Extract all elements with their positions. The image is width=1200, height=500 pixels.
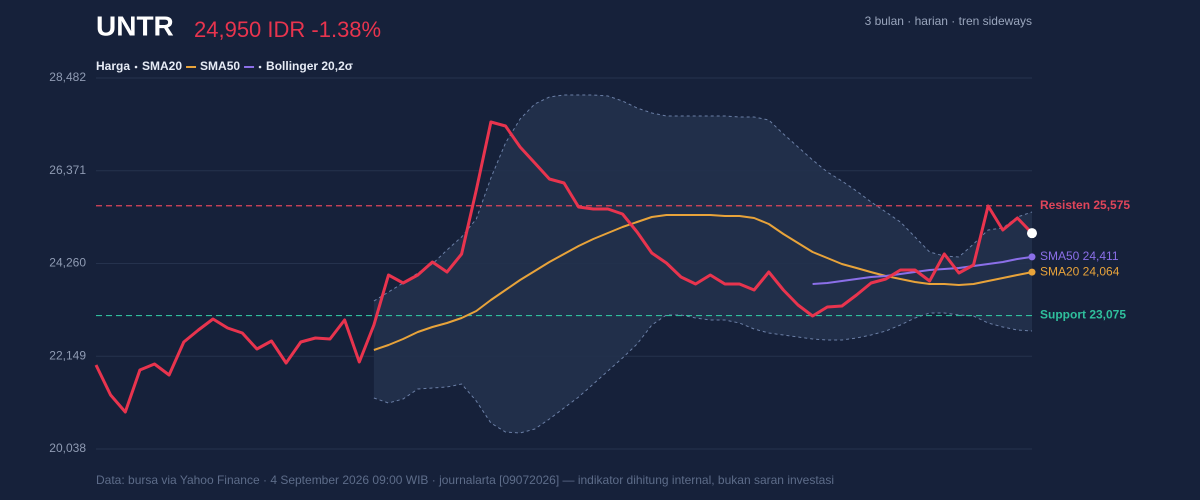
legend-separator xyxy=(134,65,138,69)
series-line xyxy=(812,255,1033,285)
chart-title: UNTR xyxy=(96,10,174,41)
end-dot xyxy=(1028,268,1036,276)
level-label: Support 23,075 xyxy=(1040,308,1126,322)
y-tick-label: 26,371 xyxy=(49,163,86,177)
series-line xyxy=(94,120,1034,414)
band-fill xyxy=(373,95,1032,434)
y-tick-label: 22,149 xyxy=(49,348,86,362)
y-tick-label: 24,260 xyxy=(49,256,86,270)
end-dot xyxy=(1027,228,1037,239)
y-tick-label: 28,482 xyxy=(49,70,86,84)
legend-label: Bollinger 20,2σ xyxy=(266,59,353,73)
level-label: Resisten 25,575 xyxy=(1040,198,1130,212)
legend-label: SMA50 xyxy=(200,59,240,73)
price-label: 24,950 IDR -1.38% xyxy=(194,17,381,42)
legend-label: Harga xyxy=(96,59,130,73)
legend-separator xyxy=(258,65,262,69)
end-label: SMA50 24,411 xyxy=(1040,249,1119,263)
subtitle: 3 bulan · harian · tren sideways xyxy=(865,14,1032,28)
source: Data: bursa via Yahoo Finance · 4 Septem… xyxy=(96,473,834,487)
end-label: SMA20 24,064 xyxy=(1040,264,1120,278)
band-lower xyxy=(373,312,1033,434)
end-dot xyxy=(1028,253,1036,261)
legend-label: SMA20 xyxy=(142,59,182,73)
series-line xyxy=(373,214,1033,351)
y-tick-label: 20,038 xyxy=(49,441,86,455)
